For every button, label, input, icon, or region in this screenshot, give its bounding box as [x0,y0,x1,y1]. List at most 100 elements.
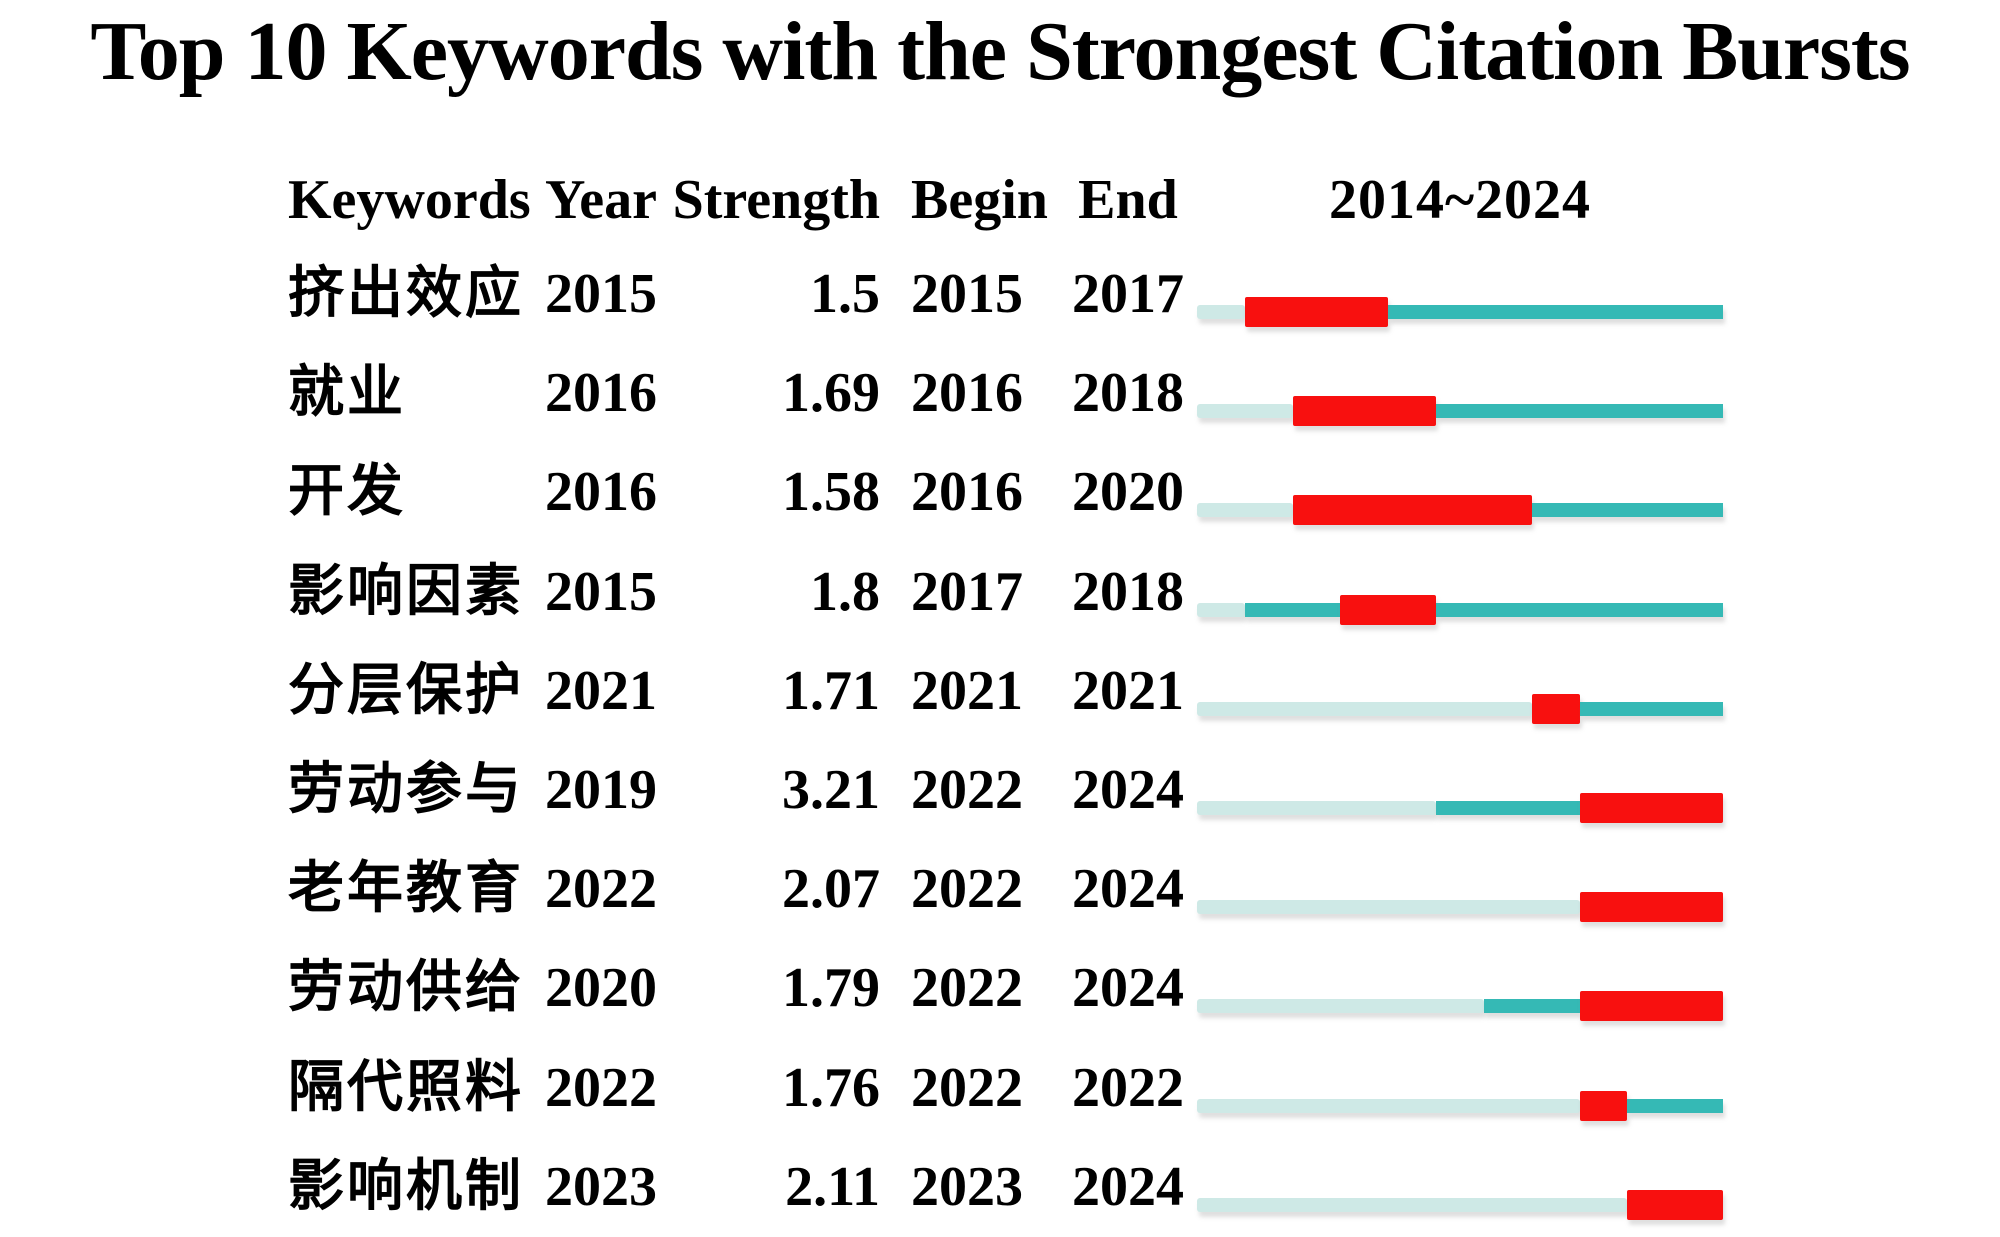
burst-timeline-bar [1197,991,1723,1022]
burst-timeline-bar [1197,1090,1723,1121]
bar-segment-active [1627,1098,1723,1113]
col-header-timeline: 2014~2024 [1328,169,1592,231]
keyword-cell: 隔代照料 [288,1056,524,1119]
bar-segment-before-appearance [1197,900,1580,915]
end-cell: 2024 [1072,957,1184,1020]
begin-cell: 2021 [911,659,1023,722]
burst-timeline-bar [1197,396,1723,427]
bar-segment-burst [1579,1090,1628,1121]
strength-cell: 2.07 [782,858,880,921]
begin-cell: 2015 [911,263,1023,325]
table-row: 挤出效应 2015 1.5 2015 2017 [0,262,2000,361]
strength-cell: 1.76 [782,1056,880,1119]
col-header-end: End [1078,169,1178,231]
burst-timeline-bar [1197,793,1723,823]
table-row: 影响机制 2023 2.11 2023 2024 [0,1155,2000,1237]
keyword-cell: 挤出效应 [288,263,524,325]
table-row: 隔代照料 2022 1.76 2022 2022 [0,1056,2000,1155]
bar-segment-before-appearance [1197,404,1293,419]
keyword-cell: 老年教育 [288,858,524,921]
burst-timeline-bar [1197,594,1723,625]
begin-cell: 2016 [911,362,1023,425]
burst-timeline-bar [1197,1189,1723,1220]
bar-segment-before-appearance [1197,1098,1580,1113]
keyword-cell: 劳动参与 [288,759,524,821]
end-cell: 2024 [1072,1155,1184,1218]
strength-cell: 1.69 [782,362,880,425]
year-cell: 2022 [545,858,657,921]
end-cell: 2024 [1072,858,1184,921]
keyword-cell: 影响因素 [288,560,524,623]
end-cell: 2017 [1072,263,1184,325]
bar-segment-before-appearance [1197,1197,1628,1212]
year-cell: 2019 [545,759,657,821]
strength-cell: 3.21 [782,759,880,821]
bar-segment-burst [1292,396,1437,427]
year-cell: 2022 [545,1056,657,1119]
bar-segment-active [1436,404,1723,419]
table-row: 劳动参与 2019 3.21 2022 2024 [0,758,2000,857]
begin-cell: 2023 [911,1155,1023,1218]
col-header-strength: Strength [672,169,880,231]
year-cell: 2023 [545,1155,657,1218]
bar-segment-before-appearance [1197,999,1484,1014]
bar-segment-burst [1292,495,1532,526]
strength-cell: 2.11 [785,1155,880,1218]
year-cell: 2016 [545,362,657,425]
bar-segment-active [1436,801,1580,815]
col-header-keywords: Keywords [288,169,531,231]
table-row: 分层保护 2021 1.71 2021 2021 [0,659,2000,758]
bar-segment-active [1579,701,1723,716]
keyword-cell: 开发 [288,461,406,524]
bar-segment-burst [1579,991,1723,1022]
burst-timeline-bar [1197,693,1723,724]
year-cell: 2021 [545,659,657,722]
bar-segment-active [1531,503,1723,518]
bar-segment-before-appearance [1197,305,1245,319]
bar-segment-before-appearance [1197,701,1532,716]
table-row: 影响因素 2015 1.8 2017 2018 [0,560,2000,659]
table-row: 开发 2016 1.58 2016 2020 [0,460,2000,559]
col-header-year: Year [545,169,657,231]
year-cell: 2015 [545,560,657,623]
end-cell: 2024 [1072,759,1184,821]
burst-timeline-bar [1197,297,1723,327]
begin-cell: 2017 [911,560,1023,623]
bar-segment-burst [1244,297,1389,327]
strength-cell: 1.79 [782,957,880,1020]
bar-segment-burst [1579,793,1723,823]
bar-segment-burst [1579,892,1723,923]
bar-segment-burst [1531,693,1580,724]
bar-segment-active [1244,602,1341,617]
begin-cell: 2022 [911,1056,1023,1119]
begin-cell: 2022 [911,957,1023,1020]
year-cell: 2016 [545,461,657,524]
table-row: 老年教育 2022 2.07 2022 2024 [0,857,2000,956]
table-row: 就业 2016 1.69 2016 2018 [0,361,2000,460]
begin-cell: 2022 [911,759,1023,821]
end-cell: 2022 [1072,1056,1184,1119]
bar-segment-before-appearance [1197,503,1293,518]
strength-cell: 1.5 [810,263,880,325]
keyword-cell: 分层保护 [288,659,524,722]
bar-segment-before-appearance [1197,801,1437,815]
keyword-cell: 就业 [288,362,406,425]
end-cell: 2018 [1072,362,1184,425]
burst-timeline-bar [1197,495,1723,526]
strength-cell: 1.58 [782,461,880,524]
bar-segment-burst [1340,594,1437,625]
strength-cell: 1.8 [810,560,880,623]
end-cell: 2020 [1072,461,1184,524]
table-header: Keywords Year Strength Begin End 2014~20… [0,168,2000,232]
strength-cell: 1.71 [782,659,880,722]
col-header-begin: Begin [911,169,1048,231]
page-title: Top 10 Keywords with the Strongest Citat… [90,5,1910,98]
keyword-cell: 劳动供给 [288,957,524,1020]
year-cell: 2020 [545,957,657,1020]
bar-segment-active [1436,602,1723,617]
bar-segment-burst [1627,1189,1723,1220]
bar-segment-active [1483,999,1580,1014]
bar-segment-before-appearance [1197,602,1245,617]
year-cell: 2015 [545,263,657,325]
